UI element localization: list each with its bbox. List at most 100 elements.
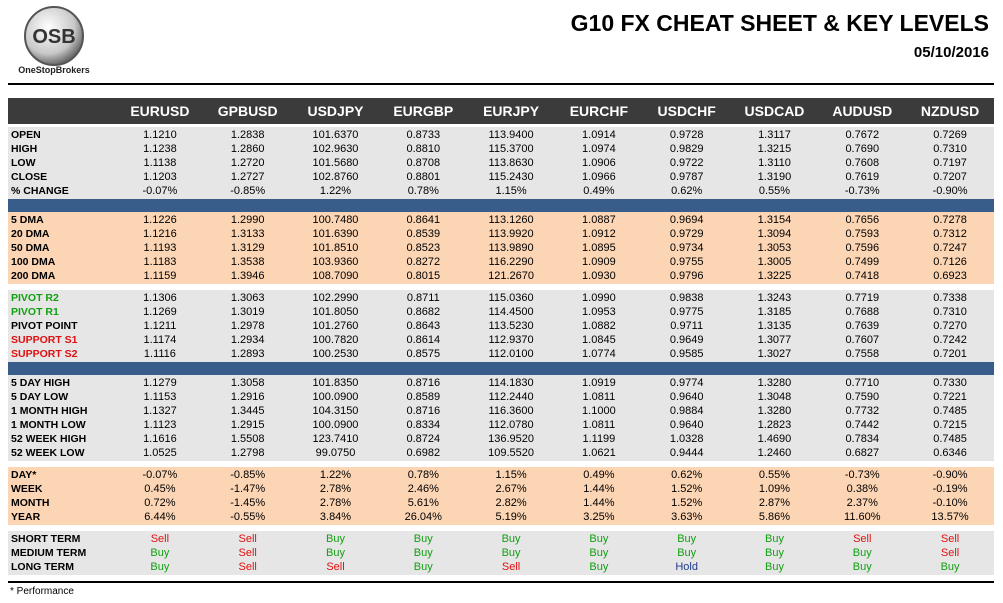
row-label: 5 DAY LOW [11, 391, 69, 403]
divider [8, 362, 994, 375]
cell: 5.19% [495, 511, 527, 523]
cell: 1.0912 [582, 228, 616, 240]
cell: 0.9649 [669, 334, 704, 346]
cell: 1.3094 [757, 228, 792, 240]
cell: 100.7480 [312, 214, 359, 226]
table-row: PIVOT R1 1.1269 1.3019 101.8050 0.8682 114.45… [8, 305, 994, 319]
cell: 0.7269 [933, 129, 967, 141]
cell: 115.2430 [488, 171, 534, 183]
cell: 0.8711 [406, 292, 440, 304]
column-header: NZDUSD [920, 103, 980, 119]
cell: 1.0887 [582, 214, 616, 226]
cell: 103.9360 [312, 256, 359, 268]
cell: 1.1216 [143, 228, 177, 240]
table-row: PIVOT R2 1.1306 1.3063 102.2990 0.8711 115.03… [8, 291, 994, 305]
cell: 2.37% [846, 497, 878, 509]
cell: 99.0750 [315, 447, 356, 459]
cell: 1.3445 [230, 405, 265, 417]
cell: Sell [853, 533, 872, 545]
cell: 114.1830 [488, 377, 534, 389]
table-row: 200 DMA 1.1159 1.3946 108.7090 0.8015 121.267… [8, 269, 994, 283]
cell: 1.3133 [230, 228, 265, 240]
cell: 1.0621 [582, 447, 616, 459]
row-label: YEAR [11, 511, 41, 523]
cell: 0.9728 [669, 129, 704, 141]
cell: 1.0919 [582, 377, 616, 389]
cell: 1.0930 [582, 270, 616, 282]
table-row: OPEN 1.1210 1.2838 101.6370 0.8733 113.9400 1.… [8, 128, 994, 142]
cell: 1.3019 [230, 306, 265, 318]
cell: 0.8708 [406, 157, 441, 169]
cell: 113.1260 [488, 214, 534, 226]
row-label: 52 WEEK HIGH [11, 433, 87, 445]
logo-text: OSB [32, 26, 75, 48]
cell: 1.3005 [757, 256, 792, 268]
cell: 0.8810 [406, 143, 441, 155]
cell: 1.15% [495, 469, 527, 481]
cell: 1.0811 [582, 391, 616, 403]
cell: Buy [852, 561, 872, 573]
footnote: * Performance [10, 586, 74, 597]
cell: Buy [852, 547, 872, 559]
cell: 0.8334 [406, 419, 441, 431]
cell: 0.8716 [406, 405, 441, 417]
cell: 1.0974 [582, 143, 616, 155]
cell: -0.55% [230, 511, 266, 523]
row-label: MONTH [11, 497, 50, 509]
cell: 1.2934 [230, 334, 265, 346]
column-header: EURCHF [569, 103, 629, 119]
cell: 121.2670 [488, 270, 535, 282]
cell: 1.1174 [143, 334, 177, 346]
cell: -0.85% [230, 185, 266, 197]
cell: 100.2530 [312, 348, 359, 360]
cell: 1.0895 [582, 242, 616, 254]
cell: 1.2916 [230, 391, 265, 403]
column-header: EURJPY [483, 103, 540, 119]
table-row: 5 DAY HIGH 1.1279 1.3058 101.8350 0.8716 114.… [8, 376, 994, 390]
cell: 2.87% [758, 497, 791, 509]
cell: 102.8760 [312, 171, 359, 183]
cell: 0.62% [671, 469, 703, 481]
cell: 0.7312 [933, 228, 967, 240]
cell: 1.1327 [143, 405, 177, 417]
cell: Buy [413, 561, 433, 573]
row-label: LONG TERM [11, 561, 74, 573]
cell: 1.1211 [143, 320, 177, 332]
cell: 1.1123 [143, 419, 177, 431]
cell: 11.60% [844, 511, 881, 523]
table-row: 5 DMA 1.1226 1.2990 100.7480 0.8641 113.1260 1… [8, 213, 994, 227]
cell: 0.78% [407, 469, 439, 481]
cell: -0.10% [932, 497, 968, 509]
cell: 0.8272 [406, 256, 441, 268]
cell: 13.57% [931, 511, 969, 523]
cell: Buy [677, 533, 697, 545]
table-row: MEDIUM TERM Buy Sell Buy Buy Buy Buy Buy Buy Buy S… [8, 546, 994, 560]
cell: 104.3150 [312, 405, 359, 417]
section: DAY* -0.07% -0.85% 1.22% 0.78% 1.15% 0.49% 0.62… [8, 467, 994, 525]
cell: 0.9640 [669, 391, 704, 403]
cell: 3.84% [319, 511, 352, 523]
cell: 1.09% [758, 483, 791, 495]
cell: 1.3243 [757, 292, 792, 304]
row-label: MEDIUM TERM [11, 547, 87, 559]
row-label: % CHANGE [11, 185, 69, 197]
cell: -0.07% [142, 469, 178, 481]
cell: 0.7242 [933, 334, 967, 346]
cell: 1.2990 [230, 214, 265, 226]
cell: 1.3280 [757, 377, 792, 389]
cell: 0.9796 [669, 270, 704, 282]
table-row: 52 WEEK LOW 1.0525 1.2798 99.0750 0.6982 109.… [8, 446, 994, 460]
cell: 0.9734 [669, 242, 704, 254]
cell: Buy [589, 561, 609, 573]
cell: Sell [940, 547, 960, 559]
cell: Buy [764, 547, 784, 559]
cell: 3.25% [583, 511, 615, 523]
cell: 1.1193 [143, 242, 177, 254]
cell: 0.7590 [845, 391, 880, 403]
cell: 102.2990 [312, 292, 359, 304]
cell: 1.1183 [143, 256, 177, 268]
cell: Sell [501, 561, 521, 573]
column-header: GPBUSD [217, 103, 278, 119]
cell: 0.7247 [933, 242, 967, 254]
cell: Buy [589, 533, 609, 545]
